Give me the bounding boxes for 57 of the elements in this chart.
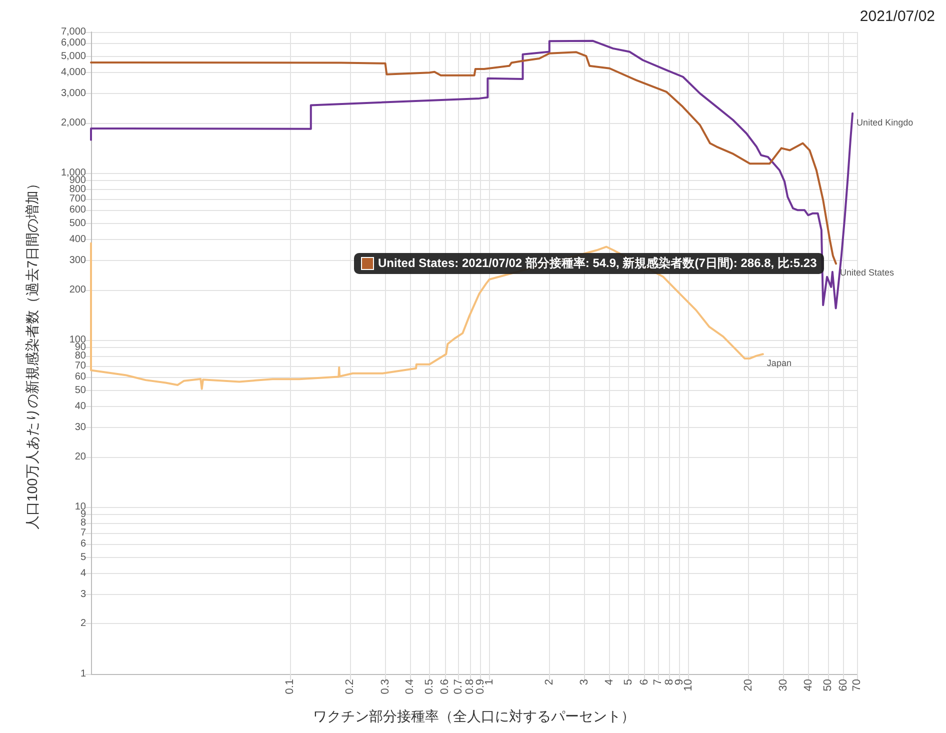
y-tick-label: 600 <box>69 204 86 216</box>
x-tick-label: 6 <box>638 679 650 686</box>
x-tick-label: 2 <box>543 679 556 686</box>
x-tick-label: 30 <box>778 679 790 692</box>
y-tick-label: 500 <box>69 218 86 229</box>
x-tick-label: 0.7 <box>452 679 465 694</box>
y-tick-label: 2,000 <box>60 117 86 128</box>
y-tick-label: 7,000 <box>60 26 86 38</box>
y-axis-title: 人口100万人あたりの新規感染者数（過去7日間の増加） <box>24 176 40 530</box>
y-tick-label: 40 <box>74 401 86 412</box>
x-tick-label: 50 <box>822 679 834 692</box>
x-tick-label: 0.4 <box>404 679 416 694</box>
y-tick-label: 80 <box>74 350 86 362</box>
y-tick-label: 60 <box>74 372 86 383</box>
y-tick-label: 2 <box>80 618 86 630</box>
y-tick-label: 400 <box>69 234 86 246</box>
annotation: United States: 2021/07/02 部分接種率: 54.9, 新規感染者数(7日間): 286.8, 比:5.23 <box>378 256 817 272</box>
x-tick-label: 0.1 <box>284 679 296 694</box>
x-tick-label: 70 <box>851 679 863 692</box>
x-tick-label: 0.2 <box>344 679 356 694</box>
y-tick-label: 4,000 <box>60 67 86 78</box>
x-tick-label: 20 <box>742 679 755 692</box>
series-label: Japan <box>766 358 792 368</box>
y-tick-label: 3 <box>80 588 86 600</box>
y-tick-label: 300 <box>69 254 86 266</box>
x-tick-label: 10 <box>682 679 695 692</box>
series-label: United States <box>840 268 895 278</box>
y-tick-label: 6 <box>80 538 86 550</box>
y-tick-label: 3,000 <box>60 88 86 99</box>
y-tick-label: 50 <box>74 384 86 396</box>
x-tick-label: 8 <box>663 679 676 686</box>
x-tick-label: 60 <box>838 679 850 692</box>
y-tick-label: 5,000 <box>60 50 86 62</box>
y-tick-label: 70 <box>74 360 86 372</box>
y-tick-label: 7 <box>80 527 86 538</box>
x-tick-label: 0.3 <box>379 679 392 694</box>
x-tick-label: 7 <box>652 679 664 686</box>
y-tick-label: 900 <box>69 175 86 186</box>
y-tick-label: 30 <box>74 422 86 433</box>
y-tick-label: 700 <box>69 193 86 204</box>
y-tick-label: 4 <box>80 568 86 579</box>
x-tick-label: 0.6 <box>439 679 452 694</box>
x-tick-label: 3 <box>578 679 590 686</box>
x-axis-title: ワクチン部分接種率（全人口に対するパーセント） <box>313 708 635 724</box>
y-tick-label: 200 <box>69 284 86 296</box>
x-tick-label: 4 <box>603 679 616 686</box>
y-tick-label: 6,000 <box>60 38 86 49</box>
y-tick-label: 800 <box>69 184 86 195</box>
y-tick-label: 5 <box>80 552 86 563</box>
y-tick-label: 20 <box>74 451 86 462</box>
x-tick-label: 5 <box>622 679 635 686</box>
x-tick-label: 40 <box>802 679 815 692</box>
text: 2021/07/02 <box>860 8 936 25</box>
y-tick-label: 8 <box>80 518 86 529</box>
series-label: United Kingdo <box>856 117 914 128</box>
x-tick-label: 0.5 <box>423 679 436 694</box>
x-tick-label: 0.8 <box>464 679 476 694</box>
